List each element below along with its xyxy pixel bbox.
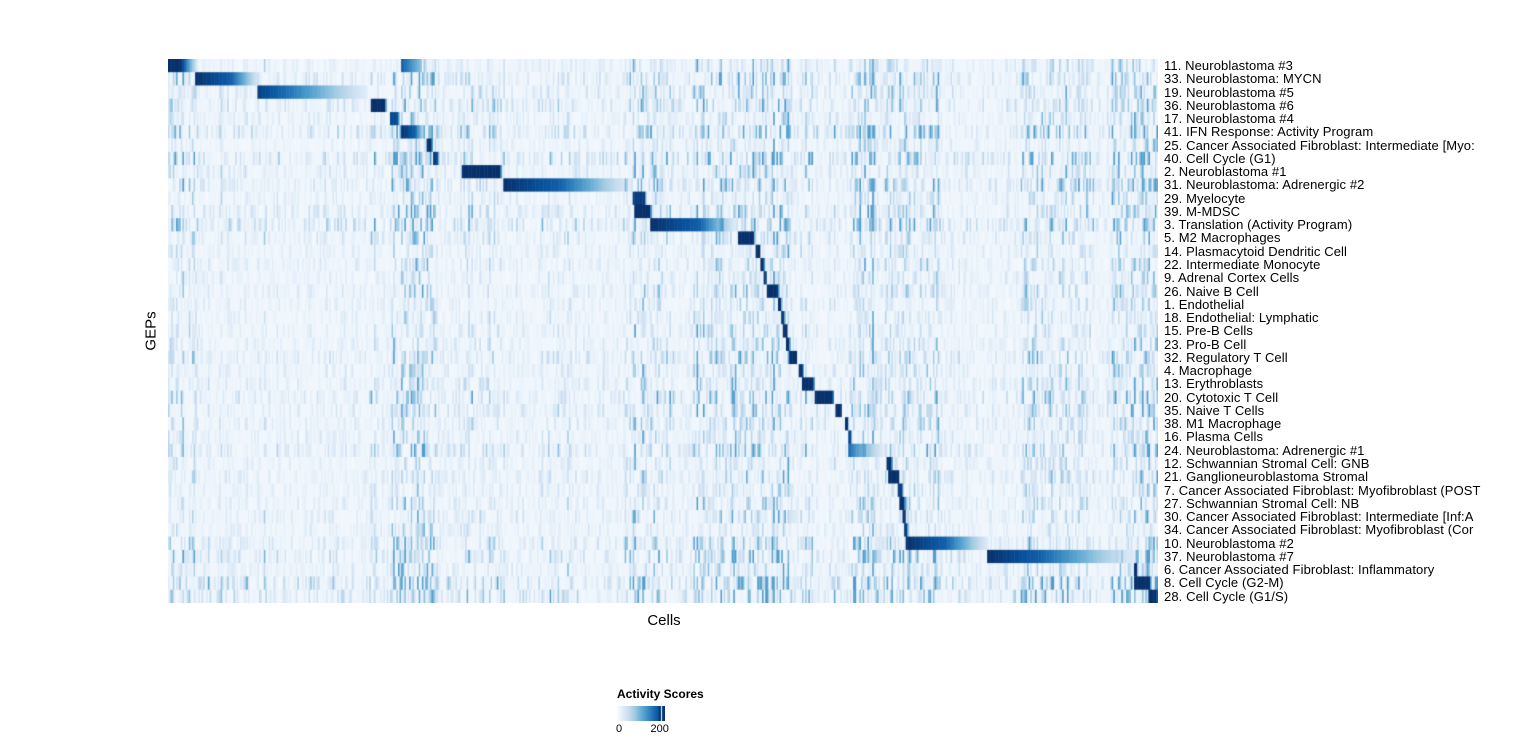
gep-row-label: 4. Macrophage xyxy=(1164,363,1253,379)
gep-row-label: 12. Schwannian Stromal Cell: GNB xyxy=(1164,455,1370,471)
gep-row-label: 13. Erythroblasts xyxy=(1164,376,1264,392)
gep-row-label: 27. Schwannian Stromal Cell: NB xyxy=(1164,495,1360,511)
gep-row-label: 10. Neuroblastoma #2 xyxy=(1164,535,1294,551)
gep-row-label: 14. Plasmacytoid Dendritic Cell xyxy=(1164,243,1348,259)
gep-row-label: 37. Neuroblastoma #7 xyxy=(1164,548,1294,564)
gep-row-label: 21. Ganglioneuroblastoma Stromal xyxy=(1164,469,1369,485)
activity-scores-legend: Activity Scores 0 200 xyxy=(615,687,704,737)
gep-row-label: 17. Neuroblastoma #4 xyxy=(1164,111,1294,127)
gep-row-label: 41. IFN Response: Activity Program xyxy=(1164,124,1374,140)
gep-row-label: 16. Plasma Cells xyxy=(1164,429,1264,445)
gep-row-label: 30. Cancer Associated Fibroblast: Interm… xyxy=(1164,509,1474,525)
legend-title: Activity Scores xyxy=(617,687,704,701)
x-axis-label: Cells xyxy=(647,612,681,629)
gep-row-label: 24. Neuroblastoma: Adrenergic #1 xyxy=(1164,442,1365,458)
gep-row-label: 15. Pre-B Cells xyxy=(1164,323,1253,339)
gep-row-label: 35. Naive T Cells xyxy=(1164,402,1265,418)
gep-row-label: 34. Cancer Associated Fibroblast: Myofib… xyxy=(1164,522,1474,538)
gep-row-label: 9. Adrenal Cortex Cells xyxy=(1164,270,1300,286)
gep-row-label: 25. Cancer Associated Fibroblast: Interm… xyxy=(1164,137,1475,153)
legend-max-label: 200 xyxy=(650,723,669,735)
gep-row-label: 31. Neuroblastoma: Adrenergic #2 xyxy=(1164,177,1365,193)
legend-tick-labels: 0 200 xyxy=(615,723,669,737)
gep-row-label: 18. Endothelial: Lymphatic xyxy=(1164,310,1319,326)
gep-row-label: 36. Neuroblastoma #6 xyxy=(1164,97,1294,113)
gep-row-label: 40. Cell Cycle (G1) xyxy=(1164,150,1276,166)
gep-row-label: 11. Neuroblastoma #3 xyxy=(1164,59,1293,73)
y-axis-label: GEPs xyxy=(142,311,160,351)
gep-row-label: 39. M-MDSC xyxy=(1164,203,1241,219)
gep-row-label: 2. Neuroblastoma #1 xyxy=(1164,164,1287,180)
gep-row-label: 3. Translation (Activity Program) xyxy=(1164,217,1353,233)
gep-row-label: 28. Cell Cycle (G1/S) xyxy=(1164,588,1289,604)
gep-row-label: 29. Myelocyte xyxy=(1164,190,1246,206)
heatmap-canvas xyxy=(168,59,1158,603)
gep-row-label: 6. Cancer Associated Fibroblast: Inflamm… xyxy=(1164,562,1435,578)
gep-row-label: 19. Neuroblastoma #5 xyxy=(1164,84,1294,100)
legend-min-label: 0 xyxy=(615,723,623,735)
legend-colorbar xyxy=(617,706,665,721)
gep-row-label: 32. Regulatory T Cell xyxy=(1164,349,1288,365)
gep-row-label: 38. M1 Macrophage xyxy=(1164,416,1282,432)
gep-row-labels: 11. Neuroblastoma #3 33. Neuroblastoma: M… xyxy=(1164,59,1540,605)
gep-row-label: 33. Neuroblastoma: MYCN xyxy=(1164,71,1322,87)
gep-row-label: 7. Cancer Associated Fibroblast: Myofibr… xyxy=(1164,482,1481,498)
gep-row-label: 1. Endothelial xyxy=(1164,296,1245,312)
gep-row-label: 23. Pro-B Cell xyxy=(1164,336,1247,352)
gep-row-label: 8. Cell Cycle (G2-M) xyxy=(1164,575,1284,591)
gep-row-label: 26. Naive B Cell xyxy=(1164,283,1259,299)
gep-row-label: 20. Cytotoxic T Cell xyxy=(1164,389,1279,405)
gep-row-label: 5. M2 Macrophages xyxy=(1164,230,1281,246)
gep-row-label: 22. Intermediate Monocyte xyxy=(1164,256,1321,272)
